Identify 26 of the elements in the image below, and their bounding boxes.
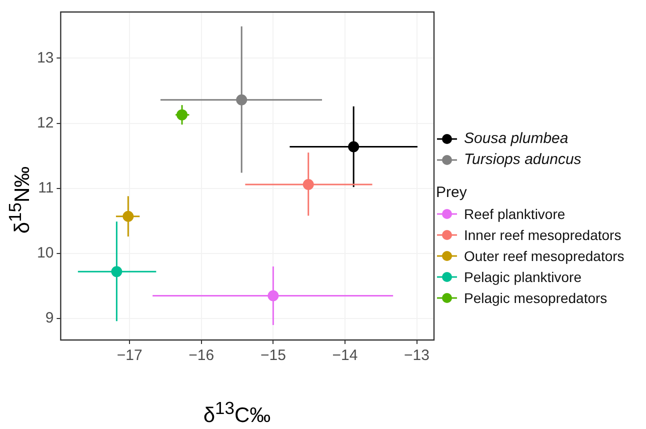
point — [122, 210, 134, 222]
y-tick-label: 12 — [36, 114, 54, 132]
x-tick-label: −16 — [188, 347, 214, 364]
point — [268, 290, 279, 302]
x-tick-label: −15 — [260, 347, 286, 364]
legend-label: Sousa plumbea — [464, 130, 568, 147]
y-tick-label: 13 — [36, 49, 54, 66]
legend-label: Tursiops aduncus — [464, 151, 582, 168]
y-tick-label: 10 — [36, 244, 54, 262]
point — [236, 94, 248, 106]
legend-label: Outer reef mesopredators — [464, 248, 624, 264]
x-tick-label: −14 — [332, 347, 358, 364]
y-tick-label: 11 — [38, 180, 54, 197]
x-axis-title: δ$^{13}$C‰ — [202, 398, 272, 428]
x-tick-label: −13 — [404, 347, 430, 364]
legend-label: Reef planktivore — [464, 206, 566, 222]
legend-title: Prey — [436, 184, 468, 201]
legend-label: Inner reef mesopredators — [464, 226, 622, 242]
y-tick-label: 9 — [45, 310, 54, 327]
point — [111, 266, 122, 278]
legend-label: Pelagic mesopredators — [464, 290, 608, 306]
point — [348, 141, 360, 152]
legend-label: Pelagic planktivore — [464, 268, 582, 284]
x-tick-label: −17 — [116, 347, 142, 364]
point — [176, 109, 188, 120]
point — [302, 178, 314, 190]
